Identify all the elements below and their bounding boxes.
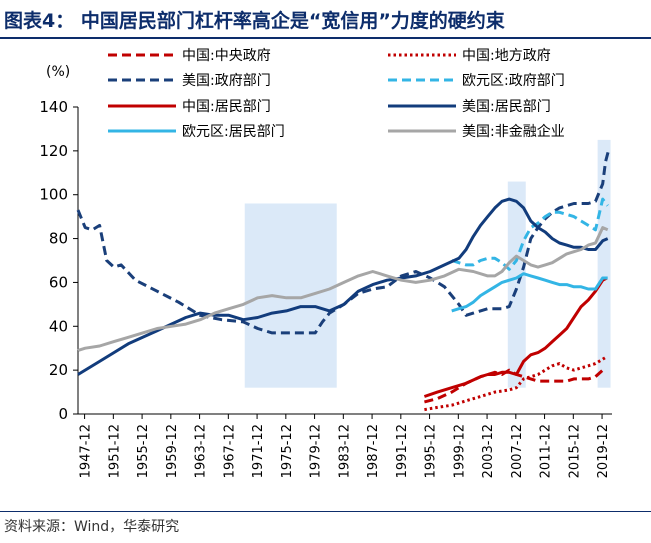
y-tick-label: 40 [49,317,68,335]
series-line-6 [77,197,609,376]
shaded-period-2 [507,181,526,388]
x-tick-label: 1971-12 [251,424,266,478]
title-divider [0,37,651,39]
leverage-line-chart: 0 20 40 60 80 100 120 140 1947-12 1951-12 1955-12 1… [39,48,612,478]
x-tick-label: 1947-12 [79,424,94,478]
x-tick-label: 1991-12 [395,424,410,478]
axes: 0 20 40 60 80 100 120 140 1947-12 1951-12 1955-12 1… [39,98,612,478]
legend-label-5: 中国:居民部门 [182,99,271,115]
x-tick-label: 1967-12 [222,424,237,478]
title-bar: 图表4： 中国居民部门杠杆率高企是“宽信用”力度的硬约束 [0,0,651,36]
x-tick-label: 1951-12 [107,424,122,478]
legend-label-2: 中国:地方政府 [462,48,551,64]
series-lines [76,150,610,412]
x-tick-label: 1995-12 [424,424,439,478]
legend-label-7: 欧元区:居民部门 [182,124,285,140]
legend-label-8: 美国:非金融企业 [462,123,565,140]
series-line-7 [451,272,608,313]
x-tick-label: 2019-12 [596,424,611,478]
y-unit-label: (%) [46,64,70,80]
series-line-8 [77,226,609,352]
y-tick-label: 80 [49,230,68,248]
y-tick-label: 0 [58,405,68,423]
x-tick-label: 1963-12 [194,424,209,478]
x-tick-label: 1955-12 [136,424,151,478]
series-line-4 [451,197,609,271]
legend-label-3: 美国:政府部门 [182,73,271,89]
series-line-5 [423,276,608,398]
legend-label-6: 美国:居民部门 [462,99,551,115]
x-tick-label: 1975-12 [280,424,295,478]
y-tick-label: 20 [49,361,68,379]
y-tick-label: 60 [49,273,68,291]
legend-label-1: 中国:中央政府 [182,48,271,64]
page-title: 图表4： 中国居民部门杠杆率高企是“宽信用”力度的硬约束 [4,10,505,32]
x-tick-label: 2007-12 [510,424,525,478]
series-line-2 [424,355,608,412]
shaded-period-1 [244,203,337,388]
shaded-periods [244,139,611,388]
x-tick-label: 1987-12 [366,424,381,478]
source-note: 资料来源：Wind，华泰研究 [4,519,180,535]
shaded-period-3 [597,139,611,388]
x-tick-label: 1983-12 [337,424,352,478]
source-divider [0,511,651,512]
y-tick-label: 120 [39,142,68,160]
legend-label-4: 欧元区:政府部门 [462,73,565,89]
x-tick-label: 2011-12 [539,424,554,478]
x-tick-label: 1999-12 [452,424,467,478]
x-tick-label: 1959-12 [165,424,180,478]
x-tick-label: 2003-12 [481,424,496,478]
y-tick-label: 140 [39,98,68,116]
x-tick-label: 1979-12 [309,424,324,478]
x-tick-label: 2015-12 [567,424,582,478]
y-tick-label: 100 [39,186,68,204]
